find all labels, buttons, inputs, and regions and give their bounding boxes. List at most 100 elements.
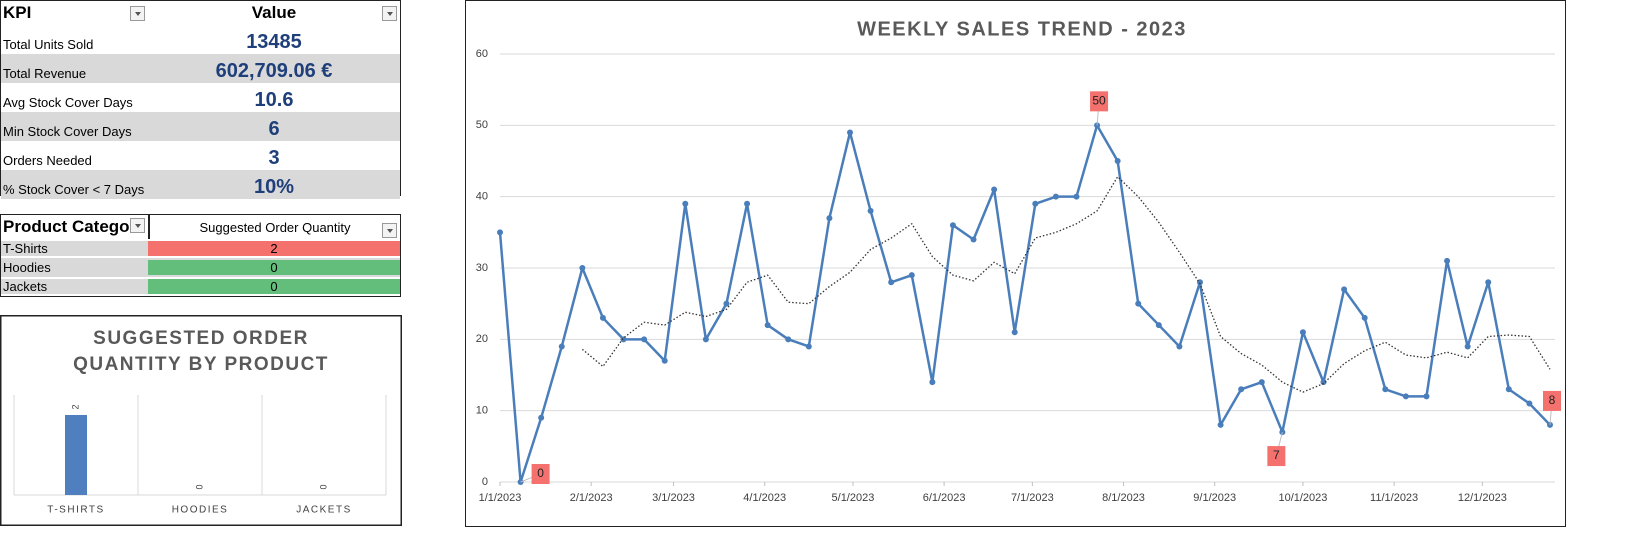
point (949, 222, 956, 229)
filter-button[interactable] (130, 6, 145, 21)
bar (65, 415, 87, 495)
table-row: T-Shirts 2 (1, 239, 400, 258)
trend-line (581, 176, 1551, 393)
table-cell: Total Units Sold (3, 37, 94, 52)
point (702, 336, 709, 343)
leader-line (1549, 410, 1552, 425)
y-tick-label: 10 (476, 405, 488, 417)
x-tick-label: 12/1/2023 (1458, 492, 1507, 504)
table-cell: Jackets (1, 279, 148, 294)
point (1299, 329, 1306, 336)
point (888, 279, 895, 286)
x-tick-label: 3/1/2023 (652, 492, 695, 504)
point (1217, 421, 1224, 428)
point (620, 336, 627, 343)
x-tick-label: T-SHIRTS (47, 505, 104, 516)
table-row: Min Stock Cover Days 6 (1, 112, 400, 141)
filter-button[interactable] (382, 6, 397, 21)
point (1361, 314, 1368, 321)
point (764, 322, 771, 329)
table-cell: 0 (148, 279, 400, 294)
header-text: Suggested Order Quantity (199, 219, 351, 235)
point (682, 200, 689, 207)
table-row: Jackets 0 (1, 277, 400, 296)
x-tick-label: 8/1/2023 (1102, 492, 1145, 504)
point (1135, 300, 1142, 307)
order-table: Product Catego Suggested Order Quantity … (0, 214, 401, 297)
point (1176, 343, 1183, 350)
table-row: Total Units Sold 13485 (1, 25, 400, 54)
point (991, 186, 998, 193)
point (1238, 386, 1245, 393)
y-tick-label: 20 (476, 333, 488, 345)
point (538, 414, 545, 421)
point (1114, 158, 1121, 164)
point (847, 129, 853, 136)
data-label: 7 (1273, 448, 1280, 462)
y-tick-label: 30 (476, 262, 488, 274)
x-tick-label: 9/1/2023 (1193, 492, 1236, 504)
table-cell: T-Shirts (1, 241, 148, 256)
sort-button[interactable] (382, 222, 397, 238)
header-cell: Product Catego (1, 215, 150, 239)
point (1258, 379, 1265, 386)
point (1423, 393, 1430, 400)
x-tick-label: HOODIES (172, 505, 229, 516)
table-cell: 10.6 (254, 89, 294, 111)
table-cell: 10% (253, 176, 295, 198)
data-label: 2 (70, 404, 80, 409)
point (867, 207, 874, 214)
y-tick-label: 0 (482, 476, 488, 488)
kpi-table: KPI Value Total Units Sold 13485 Total Rev… (0, 0, 401, 199)
table-cell: Hoodies (1, 260, 148, 275)
x-tick-label: JACKETS (296, 505, 352, 516)
point (558, 343, 565, 350)
label-box (531, 464, 550, 484)
header-row: KPI Value (1, 1, 400, 25)
x-tick-label: 4/1/2023 (743, 492, 786, 504)
point (744, 200, 751, 207)
line-chart: WEEKLY SALES TREND - 2023 0 10 20 30 40 50 60 1… (465, 0, 1566, 527)
table-cell: % Stock Cover < 7 Days (3, 182, 145, 197)
point (1341, 286, 1348, 293)
point (1485, 279, 1492, 286)
chart-title: SUGGESTED ORDER QUANTITY BY PRODUCT (0, 326, 402, 378)
table-row: Avg Stock Cover Days 10.6 (1, 83, 400, 112)
table-cell: 6 (268, 118, 280, 140)
point (805, 343, 812, 350)
table-cell: 3 (268, 147, 280, 169)
chart-title-text: SUGGESTED ORDER QUANTITY BY PRODUCT (73, 328, 329, 375)
table-cell: Avg Stock Cover Days (3, 95, 133, 110)
table-cell: 602,709.06 € (215, 60, 333, 82)
x-tick-label: 6/1/2023 (923, 492, 966, 504)
leader-line (1096, 110, 1099, 126)
point (1094, 122, 1101, 129)
header-text: KPI (3, 3, 32, 22)
x-tick-label: 2/1/2023 (570, 492, 613, 504)
point (1382, 386, 1389, 393)
x-tick-label: 10/1/2023 (1278, 492, 1327, 504)
table-row: Hoodies 0 (1, 258, 400, 277)
leader-line (1278, 431, 1283, 447)
filter-button[interactable] (130, 218, 145, 233)
bar-chart: 2 T-SHIRTS 0 HOODIES 0 JACKETS (0, 315, 402, 526)
point (1464, 343, 1471, 350)
point (1279, 429, 1286, 436)
point (579, 265, 586, 271)
table-cell: 2 (148, 241, 400, 256)
chart-border (465, 0, 1566, 527)
table-cell: Total Revenue (3, 66, 87, 81)
table-row: Orders Needed 3 (1, 141, 400, 170)
table-cell: Orders Needed (3, 153, 92, 168)
data-label: 8 (1549, 393, 1556, 407)
point (1526, 400, 1533, 407)
y-tick-label: 50 (476, 119, 488, 131)
point (908, 272, 915, 279)
label-box (1090, 91, 1109, 112)
point (929, 379, 936, 386)
point (1032, 200, 1039, 207)
data-label: 0 (318, 484, 328, 489)
point (826, 215, 833, 222)
header-text: Product Catego (3, 217, 130, 236)
